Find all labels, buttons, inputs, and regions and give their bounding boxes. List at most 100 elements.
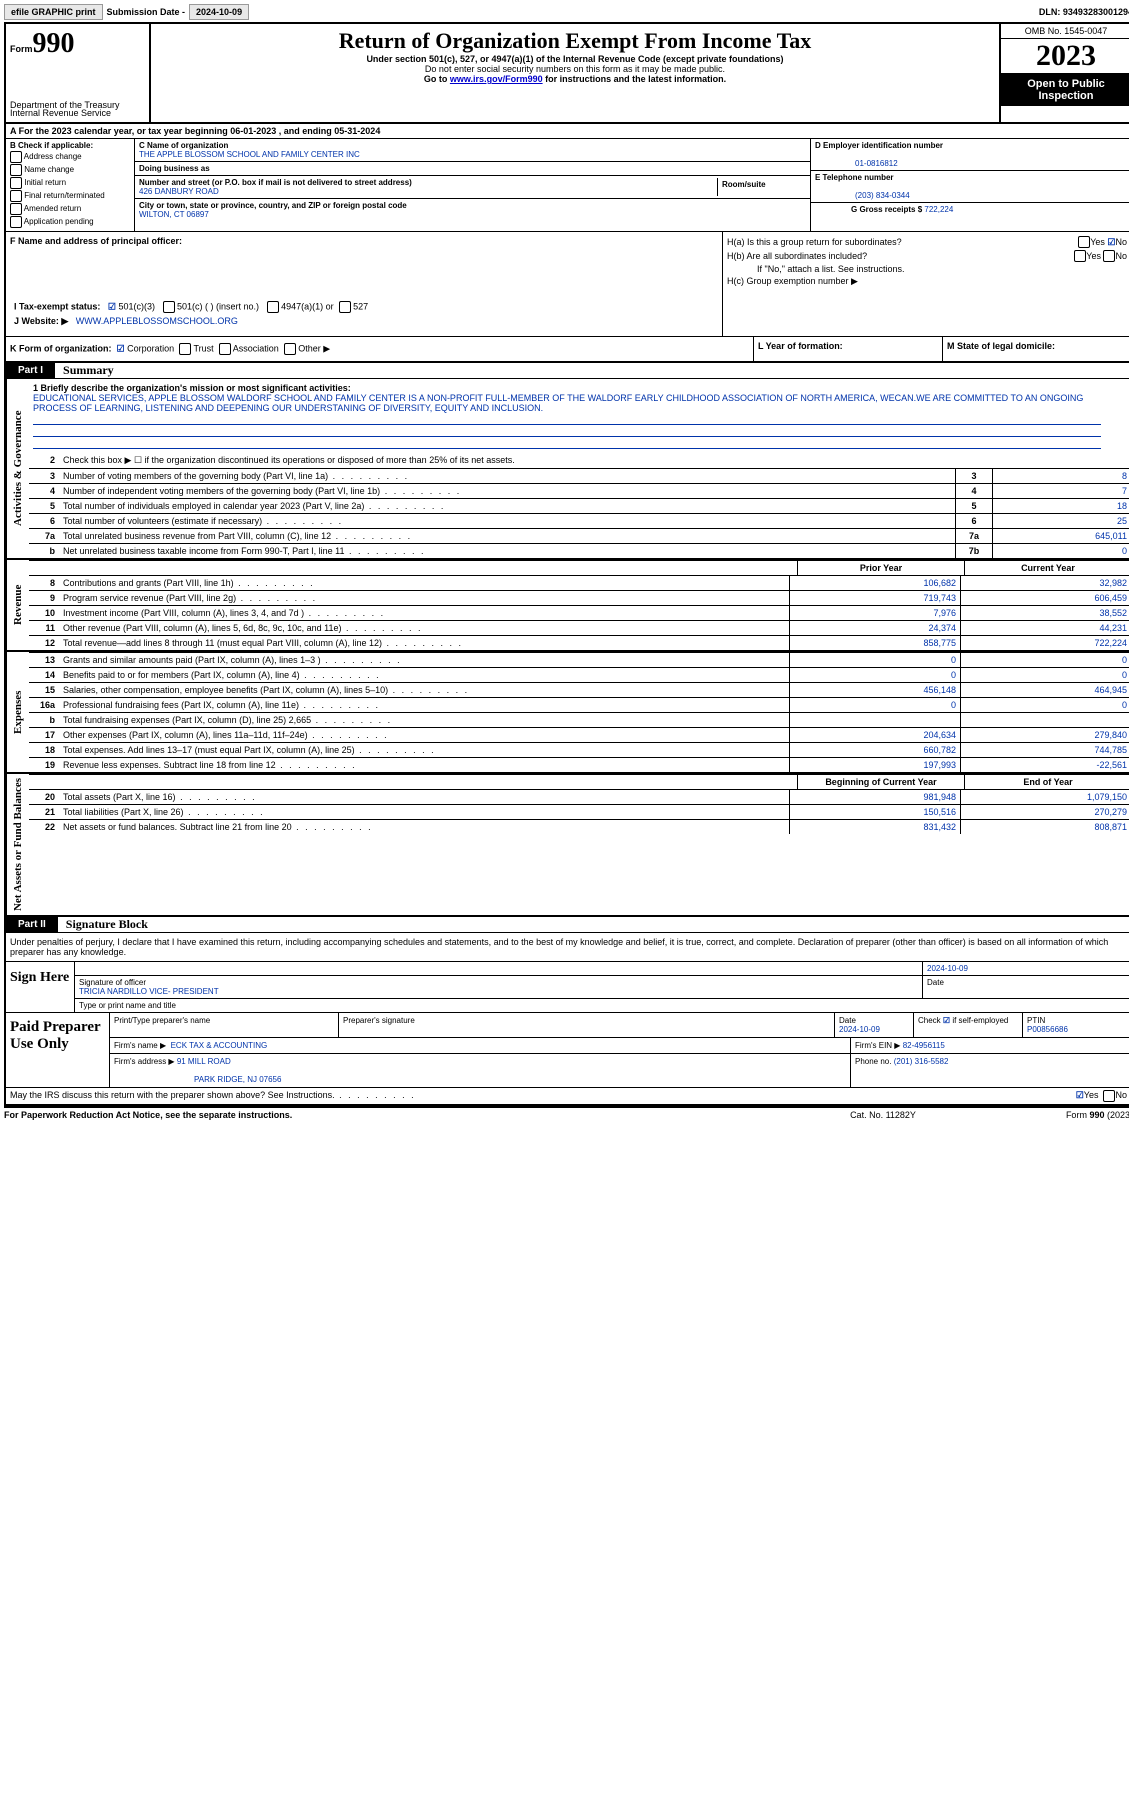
chk-final[interactable]	[10, 190, 22, 202]
chk-name-change[interactable]	[10, 164, 22, 176]
footer-r: Form 990 (2023)	[983, 1110, 1129, 1120]
form-990: 990	[33, 28, 75, 59]
p-h5: PTIN	[1027, 1016, 1045, 1025]
col-b: B Check if applicable: Address change Na…	[6, 139, 135, 231]
p-h3v: 2024-10-09	[839, 1025, 880, 1034]
section-bcd: B Check if applicable: Address change Na…	[6, 139, 1129, 232]
side-exp: Expenses	[6, 652, 29, 772]
chk-527[interactable]	[339, 301, 351, 313]
data-row: 21Total liabilities (Part X, line 26)150…	[29, 804, 1129, 819]
chk-address-change[interactable]	[10, 151, 22, 163]
chk-other[interactable]	[284, 343, 296, 355]
chk-4947[interactable]	[267, 301, 279, 313]
d-lbl: D Employer identification number	[815, 141, 943, 150]
side-net: Net Assets or Fund Balances	[6, 774, 29, 915]
mission-lbl: 1 Briefly describe the organization's mi…	[33, 383, 351, 393]
row-klm: K Form of organization: ☑ Corporation Tr…	[6, 337, 1129, 363]
website: WWW.APPLEBLOSSOMSCHOOL.ORG	[76, 316, 238, 326]
chk-amended[interactable]	[10, 203, 22, 215]
g-lbl: G Gross receipts $	[851, 205, 924, 214]
data-row: 22Net assets or fund balances. Subtract …	[29, 819, 1129, 834]
hb-no[interactable]	[1103, 250, 1115, 262]
discuss-yes-lbl: Yes	[1084, 1090, 1099, 1102]
data-row: 9Program service revenue (Part VIII, lin…	[29, 590, 1129, 605]
i-o3: 4947(a)(1) or	[281, 301, 334, 311]
data-row: 14Benefits paid to or for members (Part …	[29, 667, 1129, 682]
b-o4: Final return/terminated	[24, 191, 104, 200]
gov-row: 3Number of voting members of the governi…	[29, 468, 1129, 483]
ha-no-lbl: No	[1115, 237, 1127, 247]
chk-corp[interactable]: ☑	[117, 343, 125, 353]
b-o2: Name change	[24, 165, 74, 174]
efile-btn[interactable]: efile GRAPHIC print	[4, 4, 103, 20]
data-row: 18Total expenses. Add lines 13–17 (must …	[29, 742, 1129, 757]
hb-note: If "No," attach a list. See instructions…	[727, 264, 1127, 274]
f-lbl: F Name and address of principal officer:	[10, 236, 718, 246]
ha-no[interactable]: ☑	[1107, 237, 1115, 248]
chk-initial[interactable]	[10, 177, 22, 189]
col-de: D Employer identification number 01-0816…	[810, 139, 1129, 231]
part1-title: Summary	[55, 363, 114, 378]
col-prior: Prior Year	[797, 561, 964, 575]
officer-name: TRICIA NARDILLO VICE- PRESIDENT	[79, 987, 219, 996]
data-row: 17Other expenses (Part IX, column (A), l…	[29, 727, 1129, 742]
col-c: C Name of organization THE APPLE BLOSSOM…	[135, 139, 810, 231]
ptin: P00856686	[1027, 1025, 1068, 1034]
i-o4: 527	[353, 301, 368, 311]
chk-trust[interactable]	[179, 343, 191, 355]
paid-lbl: Paid Preparer Use Only	[6, 1013, 110, 1087]
gov-row: bNet unrelated business taxable income f…	[29, 543, 1129, 558]
gov-row: 4Number of independent voting members of…	[29, 483, 1129, 498]
j-lbl: J Website: ▶	[14, 316, 68, 326]
chk-self-emp[interactable]: ☑	[943, 1016, 950, 1025]
data-row: 11Other revenue (Part VIII, column (A), …	[29, 620, 1129, 635]
gov-row: 5Total number of individuals employed in…	[29, 498, 1129, 513]
part2-title: Signature Block	[58, 917, 148, 932]
city-lbl: City or town, state or province, country…	[139, 201, 407, 210]
discuss-yes[interactable]: ☑	[1076, 1090, 1084, 1102]
firm-addr1: 91 MILL ROAD	[177, 1057, 231, 1066]
blue-line	[33, 425, 1101, 437]
firm-name: ECK TAX & ACCOUNTING	[171, 1041, 268, 1050]
gov-row: 6Total number of volunteers (estimate if…	[29, 513, 1129, 528]
hb-yes[interactable]	[1074, 250, 1086, 262]
b-hdr: B Check if applicable:	[10, 141, 130, 150]
gov-section: Activities & Governance 1 Briefly descri…	[6, 379, 1129, 560]
form-word: Form	[10, 44, 33, 54]
data-row: bTotal fundraising expenses (Part IX, co…	[29, 712, 1129, 727]
net-section: Net Assets or Fund Balances Beginning of…	[6, 774, 1129, 917]
chk-assoc[interactable]	[219, 343, 231, 355]
phone: (203) 834-0344	[815, 191, 910, 200]
col-current: Current Year	[964, 561, 1129, 575]
discuss-row: May the IRS discuss this return with the…	[6, 1088, 1129, 1106]
row-a: A For the 2023 calendar year, or tax yea…	[6, 124, 1129, 139]
sig-date: 2024-10-09	[927, 964, 968, 973]
omb: OMB No. 1545-0047	[1001, 24, 1129, 39]
footer-c: Cat. No. 11282Y	[783, 1110, 983, 1120]
blue-line	[33, 413, 1101, 425]
part2-tag: Part II	[6, 917, 58, 932]
p-h4b: if self-employed	[952, 1016, 1008, 1025]
firm-addr-lbl: Firm's address ▶	[114, 1057, 175, 1066]
ha-yes[interactable]	[1078, 236, 1090, 248]
discuss-no[interactable]	[1103, 1090, 1115, 1102]
ein-lbl: Firm's EIN ▶	[855, 1041, 900, 1050]
k-box: K Form of organization: ☑ Corporation Tr…	[6, 337, 754, 361]
subdate-btn[interactable]: 2024-10-09	[189, 4, 249, 20]
form990-link[interactable]: www.irs.gov/Form990	[450, 74, 543, 84]
i-o2: 501(c) ( ) (insert no.)	[177, 301, 259, 311]
e-lbl: E Telephone number	[815, 173, 894, 182]
chk-501c[interactable]	[163, 301, 175, 313]
col-eoy: End of Year	[964, 775, 1129, 789]
b-o3: Initial return	[24, 178, 66, 187]
paid-preparer: Paid Preparer Use Only Print/Type prepar…	[6, 1013, 1129, 1088]
firm-lbl: Firm's name ▶	[114, 1041, 166, 1050]
org-name: THE APPLE BLOSSOM SCHOOL AND FAMILY CENT…	[139, 150, 360, 159]
data-row: 10Investment income (Part VIII, column (…	[29, 605, 1129, 620]
k-o2: Trust	[194, 343, 214, 353]
chk-app-pending[interactable]	[10, 216, 22, 228]
footer: For Paperwork Reduction Act Notice, see …	[4, 1108, 1129, 1122]
chk-501c3[interactable]: ☑	[108, 301, 116, 311]
data-row: 12Total revenue—add lines 8 through 11 (…	[29, 635, 1129, 650]
k-o3: Association	[233, 343, 279, 353]
